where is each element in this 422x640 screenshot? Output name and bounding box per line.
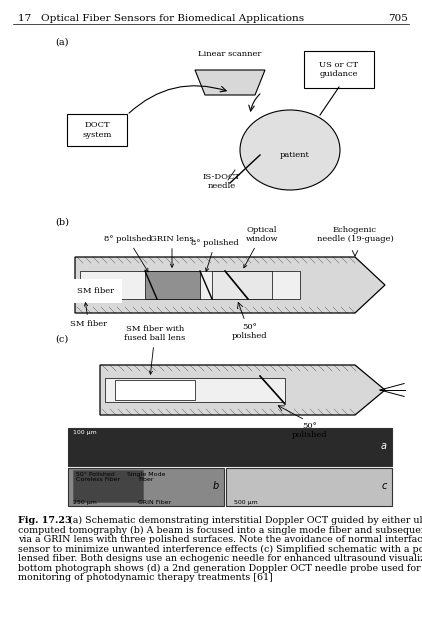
Text: 8° polished: 8° polished — [104, 235, 152, 272]
Text: GRIN lens: GRIN lens — [150, 235, 194, 268]
Text: bottom photograph shows (d) a 2nd generation Doppler OCT needle probe used for i: bottom photograph shows (d) a 2nd genera… — [18, 563, 422, 573]
Text: patient: patient — [280, 151, 310, 159]
Polygon shape — [75, 257, 385, 313]
FancyBboxPatch shape — [68, 468, 224, 506]
Polygon shape — [195, 70, 265, 95]
FancyBboxPatch shape — [73, 470, 143, 502]
FancyBboxPatch shape — [212, 271, 272, 299]
Polygon shape — [100, 365, 385, 415]
Text: SM fiber: SM fiber — [70, 303, 107, 328]
Text: US or CT
guidance: US or CT guidance — [319, 61, 359, 78]
Text: SM fiber with
fused ball lens: SM fiber with fused ball lens — [124, 325, 186, 374]
Text: a: a — [381, 442, 387, 451]
Text: (a) Schematic demonstrating interstitial Doppler OCT guided by either ultrasound: (a) Schematic demonstrating interstitial… — [60, 516, 422, 525]
Text: 100 μm: 100 μm — [73, 430, 97, 435]
FancyBboxPatch shape — [145, 271, 200, 299]
FancyBboxPatch shape — [115, 380, 195, 400]
Text: 8° polished: 8° polished — [191, 239, 239, 271]
Text: 50°
polished: 50° polished — [292, 422, 328, 439]
Text: c: c — [381, 481, 387, 492]
FancyBboxPatch shape — [80, 271, 300, 299]
FancyBboxPatch shape — [67, 114, 127, 146]
Text: 500 μm: 500 μm — [233, 500, 257, 505]
Text: Optical
window: Optical window — [244, 226, 279, 268]
FancyBboxPatch shape — [105, 378, 285, 402]
Text: 17   Optical Fiber Sensors for Biomedical Applications: 17 Optical Fiber Sensors for Biomedical … — [18, 14, 304, 23]
FancyBboxPatch shape — [225, 468, 392, 506]
Text: b: b — [212, 481, 219, 492]
FancyBboxPatch shape — [68, 428, 392, 467]
Ellipse shape — [240, 110, 340, 190]
Text: 705: 705 — [388, 14, 408, 23]
Text: (c): (c) — [55, 335, 68, 344]
Text: (a): (a) — [55, 38, 68, 47]
Text: sensor to minimize unwanted interference effects (c) Simplified schematic with a: sensor to minimize unwanted interference… — [18, 545, 422, 554]
Text: Single Mode
Fiber: Single Mode Fiber — [127, 472, 165, 483]
Text: Echogenic
needle (19-guage): Echogenic needle (19-guage) — [316, 226, 393, 243]
FancyBboxPatch shape — [304, 51, 374, 88]
Text: 50° Polished
Coreless Fiber: 50° Polished Coreless Fiber — [76, 472, 120, 483]
Text: via a GRIN lens with three polished surfaces. Note the avoidance of normal inter: via a GRIN lens with three polished surf… — [18, 535, 422, 544]
Text: 250 μm: 250 μm — [73, 500, 97, 505]
Text: (b): (b) — [55, 218, 69, 227]
Text: Linear scanner: Linear scanner — [198, 50, 262, 58]
Text: Fig. 17.23: Fig. 17.23 — [18, 516, 72, 525]
Text: monitoring of photodynamic therapy treatments [61]: monitoring of photodynamic therapy treat… — [18, 573, 273, 582]
Text: computed tomography (b) A beam is focused into a single mode fiber and subsequen: computed tomography (b) A beam is focuse… — [18, 525, 422, 534]
Text: IS-DOCT
needle: IS-DOCT needle — [203, 173, 241, 190]
Text: GRIN Fiber: GRIN Fiber — [138, 500, 171, 505]
Text: lensed fiber. Both designs use an echogenic needle for enhanced ultrasound visua: lensed fiber. Both designs use an echoge… — [18, 554, 422, 563]
Text: DOCT
system: DOCT system — [82, 122, 112, 139]
Text: 50°
polished: 50° polished — [232, 323, 268, 340]
Text: SM fiber: SM fiber — [77, 287, 114, 295]
